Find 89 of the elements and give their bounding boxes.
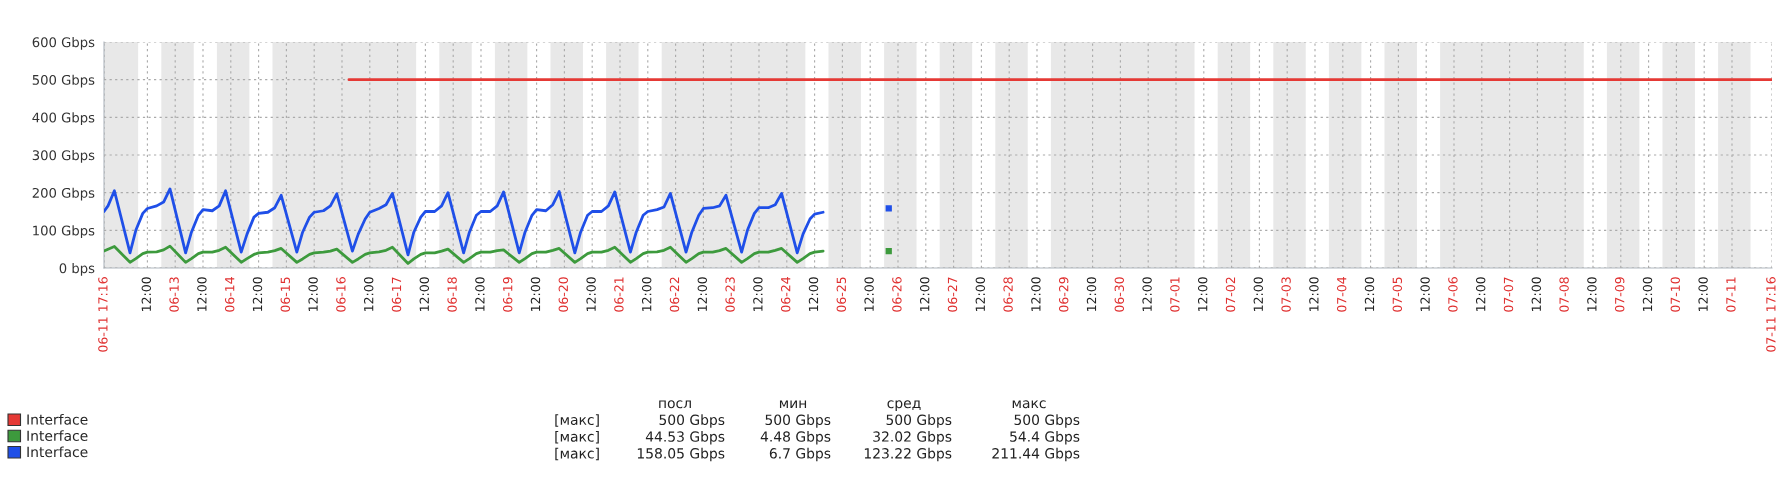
text: 500 Gbps <box>886 414 952 428</box>
text: 6.7 Gbps <box>769 447 831 462</box>
x-tick-label: 06-14 <box>224 277 235 312</box>
x-tick-label: 12:00 <box>1364 277 1375 311</box>
x-tick-label: 12:00 <box>1475 277 1486 311</box>
x-tick-label: 12:00 <box>919 277 930 311</box>
x-tick-label: 07-04 <box>1336 277 1347 312</box>
x-tick-label: 12:00 <box>1197 277 1208 311</box>
y-tick-label: 500 Gbps <box>32 74 95 88</box>
x-tick-label: 06-30 <box>1114 277 1125 312</box>
x-tick-label: 06-21 <box>614 277 624 312</box>
x-tick-label: 12:00 <box>1253 277 1264 311</box>
text: 500 Gbps <box>659 414 725 428</box>
x-tick-label: 12:00 <box>475 277 485 311</box>
x-tick-label: 06-22 <box>669 277 680 312</box>
x-tick-label: 07-11 <box>1726 277 1736 312</box>
x-tick-label: 06-15 <box>280 277 291 312</box>
x-tick-label: 07-08 <box>1559 277 1569 312</box>
x-tick-label: 06-20 <box>558 277 569 312</box>
y-tick-label: 100 Gbps <box>33 225 95 239</box>
legend-label: Interface <box>27 430 88 441</box>
text: 44.53 Gbps <box>645 431 725 445</box>
text: [макс] <box>555 447 599 461</box>
x-tick-label: 12:00 <box>530 277 541 311</box>
text: 123.22 Gbps <box>864 447 952 462</box>
x-tick-label: 12:00 <box>864 277 874 311</box>
x-tick-label: 12:00 <box>1698 277 1708 311</box>
y-tick-label: 300 Gbps <box>32 149 95 163</box>
x-tick-label: 07-11 17:16 <box>1766 277 1776 352</box>
text: 158.05 Gbps <box>637 447 725 462</box>
x-tick-label: 07-02 <box>1225 277 1236 312</box>
text: 211.44 Gbps <box>992 447 1080 462</box>
x-tick-label: 12:00 <box>419 277 430 311</box>
x-tick-label: 06-28 <box>1003 277 1013 312</box>
x-tick-label: 12:00 <box>197 277 207 311</box>
text: макс <box>1012 400 1046 409</box>
x-tick-label: 12:00 <box>1642 277 1653 311</box>
text: посл <box>659 400 691 409</box>
x-tick-label: 06-17 <box>391 277 402 312</box>
x-tick-label: 06-23 <box>725 277 735 312</box>
x-tick-label: 06-25 <box>836 277 847 312</box>
x-tick-label: 12:00 <box>975 277 986 311</box>
y-tick-label: 200 Gbps <box>32 187 95 201</box>
x-tick-label: 07-09 <box>1614 277 1625 312</box>
x-tick-label: 12:00 <box>641 277 652 311</box>
text: сред <box>887 400 921 411</box>
x-tick-label: 12:00 <box>697 277 708 311</box>
x-tick-label: 07-01 <box>1170 277 1180 312</box>
text: 54.4 Gbps <box>1010 431 1080 445</box>
x-tick-label: 12:00 <box>308 277 318 311</box>
x-tick-label: 12:00 <box>1587 277 1597 311</box>
text: мин <box>779 400 807 409</box>
x-tick-label: 06-19 <box>502 277 513 312</box>
x-tick-label: 06-13 <box>169 277 179 312</box>
legend-label: Interface <box>27 446 88 458</box>
legend-label: Interface <box>27 414 88 425</box>
x-tick-label: 12:00 <box>808 277 819 311</box>
x-tick-label: 07-05 <box>1392 277 1403 312</box>
text: [макс] <box>555 431 599 444</box>
x-tick-label: 06-16 <box>336 277 346 312</box>
text: 500 Gbps <box>1014 414 1080 428</box>
text: 32.02 Gbps <box>873 431 952 445</box>
y-tick-label: 400 Gbps <box>32 112 95 126</box>
x-tick-label: 06-24 <box>780 277 791 312</box>
x-tick-label: 12:00 <box>252 277 263 311</box>
text: 500 Gbps <box>765 414 831 428</box>
x-tick-label: 12:00 <box>1086 277 1097 311</box>
y-tick-label: 600 Gbps <box>32 36 95 50</box>
x-tick-label: 12:00 <box>363 277 374 311</box>
x-tick-label: 06-26 <box>892 277 902 312</box>
x-tick-label: 06-18 <box>447 277 457 312</box>
x-tick-label: 06-27 <box>947 277 958 312</box>
x-tick-label: 12:00 <box>1031 277 1041 311</box>
x-tick-label: 12:00 <box>1420 277 1430 311</box>
y-tick-label: 0 bps <box>59 262 95 276</box>
x-tick-label: 12:00 <box>141 277 152 311</box>
x-tick-label: 12:00 <box>1309 277 1319 311</box>
x-tick-label: 07-10 <box>1670 277 1681 312</box>
x-tick-label: 06-29 <box>1058 277 1069 312</box>
x-tick-label: 07-06 <box>1448 277 1458 312</box>
x-tick-label: 06-11 17:16 <box>98 277 108 352</box>
x-tick-label: 12:00 <box>1531 277 1542 311</box>
x-tick-label: 12:00 <box>1142 277 1152 311</box>
x-tick-label: 07-07 <box>1503 277 1514 312</box>
x-tick-label: 12:00 <box>586 277 596 311</box>
text: [макс] <box>555 414 599 427</box>
x-tick-label: 12:00 <box>753 277 763 311</box>
x-tick-label: 07-03 <box>1281 277 1291 312</box>
text: 4.48 Gbps <box>760 431 831 445</box>
